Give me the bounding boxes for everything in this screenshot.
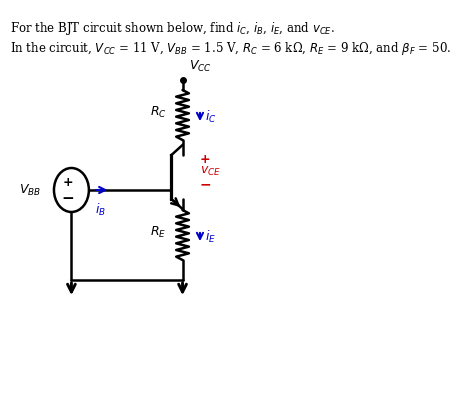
Text: $R_C$: $R_C$ — [150, 104, 167, 120]
Text: $R_E$: $R_E$ — [151, 224, 167, 239]
Text: $V_{CC}$: $V_{CC}$ — [189, 59, 212, 74]
Text: +: + — [200, 152, 211, 166]
Text: $i_E$: $i_E$ — [205, 229, 216, 245]
Text: In the circuit, $V_{CC}$ = 11 V, $V_{BB}$ = 1.5 V, $R_C$ = 6 kΩ, $R_E$ = 9 kΩ, a: In the circuit, $V_{CC}$ = 11 V, $V_{BB}… — [10, 40, 451, 57]
Text: $V_{BB}$: $V_{BB}$ — [19, 182, 41, 198]
Text: $i_B$: $i_B$ — [95, 202, 106, 218]
Text: $i_C$: $i_C$ — [205, 109, 216, 125]
Text: −: − — [61, 190, 74, 205]
Text: +: + — [62, 175, 73, 188]
Text: For the BJT circuit shown below, find $i_C$, $i_B$, $i_E$, and $v_{CE}$.: For the BJT circuit shown below, find $i… — [10, 20, 335, 37]
Text: $v_{CE}$: $v_{CE}$ — [200, 164, 221, 177]
Text: −: − — [200, 177, 212, 191]
